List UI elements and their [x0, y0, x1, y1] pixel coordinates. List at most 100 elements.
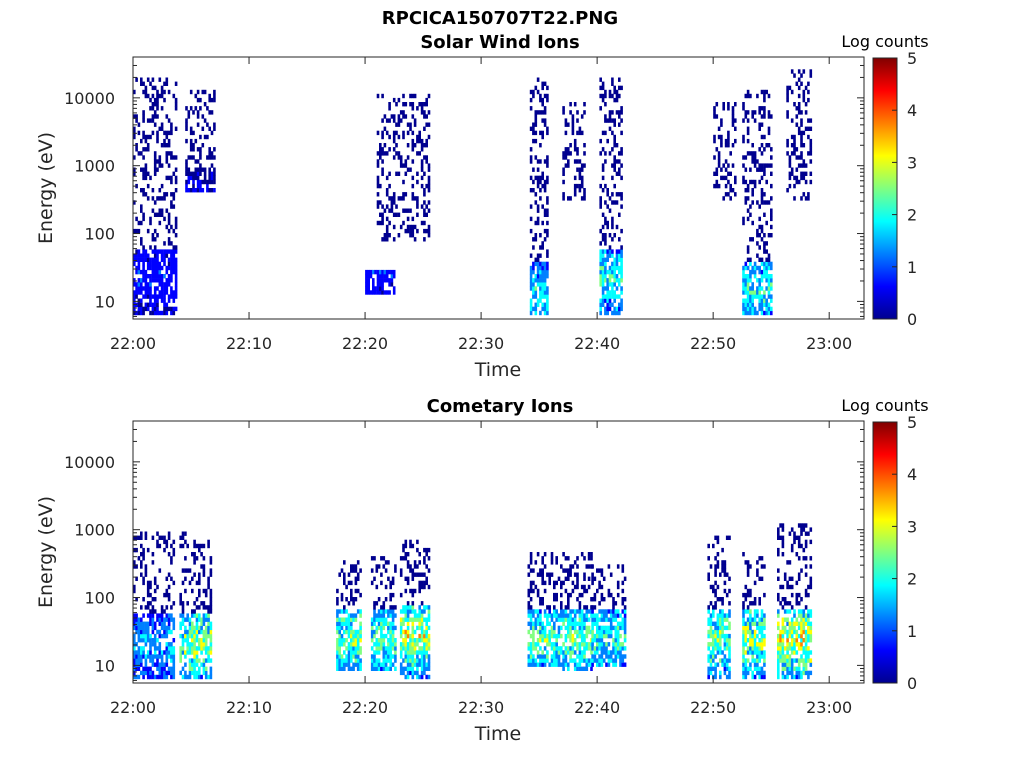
spectrogram-cell	[536, 282, 540, 287]
spectrogram-cell	[800, 134, 803, 140]
spectrogram-cell	[391, 621, 395, 626]
spectrogram-cell	[372, 286, 375, 291]
spectrogram-cell	[137, 674, 141, 680]
spectrogram-cell	[550, 625, 554, 631]
spectrogram-cell	[420, 625, 424, 631]
spectrogram-cell	[598, 646, 601, 651]
spectrogram-cell	[208, 179, 211, 185]
spectrogram-cell	[618, 294, 621, 299]
spectrogram-cell	[779, 633, 782, 639]
spectrogram-cell	[365, 286, 368, 291]
spectrogram-cell	[151, 629, 155, 635]
spectrogram-cell	[172, 666, 176, 671]
spectrogram-cell	[596, 629, 599, 635]
spectrogram-cell	[146, 257, 150, 262]
spectrogram-cell	[756, 642, 759, 647]
spectrogram-cell	[529, 155, 533, 160]
spectrogram-cell	[742, 175, 745, 181]
spectrogram-cell	[623, 638, 627, 643]
spectrogram-cell	[151, 310, 155, 316]
spectrogram-cell	[427, 654, 431, 659]
spectrogram-cell	[202, 605, 206, 610]
spectrogram-cell	[712, 609, 715, 614]
spectrogram-cell	[770, 265, 773, 271]
spectrogram-cell	[165, 192, 169, 197]
spectrogram-cell	[359, 625, 362, 631]
spectrogram-cell	[599, 249, 602, 254]
spectrogram-cell	[746, 274, 750, 279]
spectrogram-cell	[350, 568, 353, 573]
spectrogram-cell	[534, 130, 538, 136]
spectrogram-cell	[569, 629, 572, 635]
spectrogram-cell	[418, 658, 421, 663]
spectrogram-cell	[804, 179, 808, 185]
spectrogram-cell	[532, 662, 535, 667]
spectrogram-cell	[188, 662, 192, 667]
spectrogram-cell	[160, 535, 164, 540]
spectrogram-cell	[777, 568, 780, 573]
spectrogram-cell	[620, 106, 623, 111]
spectrogram-cell	[795, 666, 799, 671]
spectrogram-cell	[191, 638, 194, 643]
spectrogram-cell	[613, 163, 616, 168]
spectrogram-cell	[399, 621, 403, 626]
spectrogram-cell	[411, 592, 415, 598]
spectrogram-cell	[170, 269, 173, 275]
spectrogram-cell	[560, 617, 563, 622]
spectrogram-cell	[804, 605, 808, 610]
spectrogram-cell	[133, 261, 136, 267]
spectrogram-cell	[765, 257, 768, 262]
spectrogram-cell	[391, 592, 395, 598]
spectrogram-cell	[198, 670, 201, 676]
spectrogram-cell	[387, 638, 390, 643]
spectrogram-cell	[606, 269, 609, 275]
spectrogram-cell	[135, 257, 138, 262]
spectrogram-cell	[406, 650, 410, 655]
spectrogram-cell	[350, 638, 353, 643]
spectrogram-cell	[149, 290, 152, 295]
spectrogram-cell	[416, 564, 419, 569]
spectrogram-cell	[539, 621, 542, 626]
spectrogram-cell	[746, 257, 750, 262]
spectrogram-cell	[404, 666, 408, 671]
spectrogram-cell	[604, 249, 607, 254]
spectrogram-cell	[204, 633, 208, 639]
spectrogram-cell	[734, 175, 737, 181]
spectrogram-cell	[613, 200, 616, 205]
spectrogram-cell	[763, 621, 766, 626]
colorbar-tick-label: 5	[907, 49, 917, 68]
spectrogram-cell	[615, 253, 619, 258]
spectrogram-cell	[788, 670, 792, 676]
spectrogram-cell	[770, 261, 773, 267]
spectrogram-cell	[427, 547, 431, 553]
spectrogram-cell	[153, 286, 157, 291]
spectrogram-cell	[204, 588, 208, 594]
spectrogram-cell	[744, 609, 748, 614]
spectrogram-cell	[797, 674, 801, 680]
spectrogram-cell	[709, 601, 713, 606]
spectrogram-cell	[193, 674, 196, 680]
spectrogram-cell	[532, 93, 535, 99]
spectrogram-cell	[536, 220, 540, 226]
spectrogram-cell	[375, 642, 379, 647]
spectrogram-cell	[800, 654, 803, 659]
spectrogram-cell	[387, 666, 390, 671]
spectrogram-cell	[394, 646, 397, 651]
spectrogram-cell	[583, 588, 586, 594]
spectrogram-cell	[382, 633, 386, 639]
spectrogram-cell	[397, 118, 401, 123]
spectrogram-cell	[156, 658, 159, 663]
spectrogram-cell	[135, 576, 138, 581]
spectrogram-cell	[804, 617, 808, 622]
spectrogram-cell	[746, 265, 750, 271]
spectrogram-cell	[402, 605, 405, 610]
spectrogram-cell	[529, 310, 533, 316]
spectrogram-cell	[807, 134, 810, 140]
spectrogram-cell	[406, 122, 410, 127]
spectrogram-cell	[751, 670, 754, 676]
spectrogram-cell	[564, 576, 568, 581]
spectrogram-cell	[385, 233, 389, 238]
spectrogram-cell	[602, 646, 606, 651]
spectrogram-cell	[604, 102, 607, 107]
spectrogram-cell	[553, 642, 556, 647]
